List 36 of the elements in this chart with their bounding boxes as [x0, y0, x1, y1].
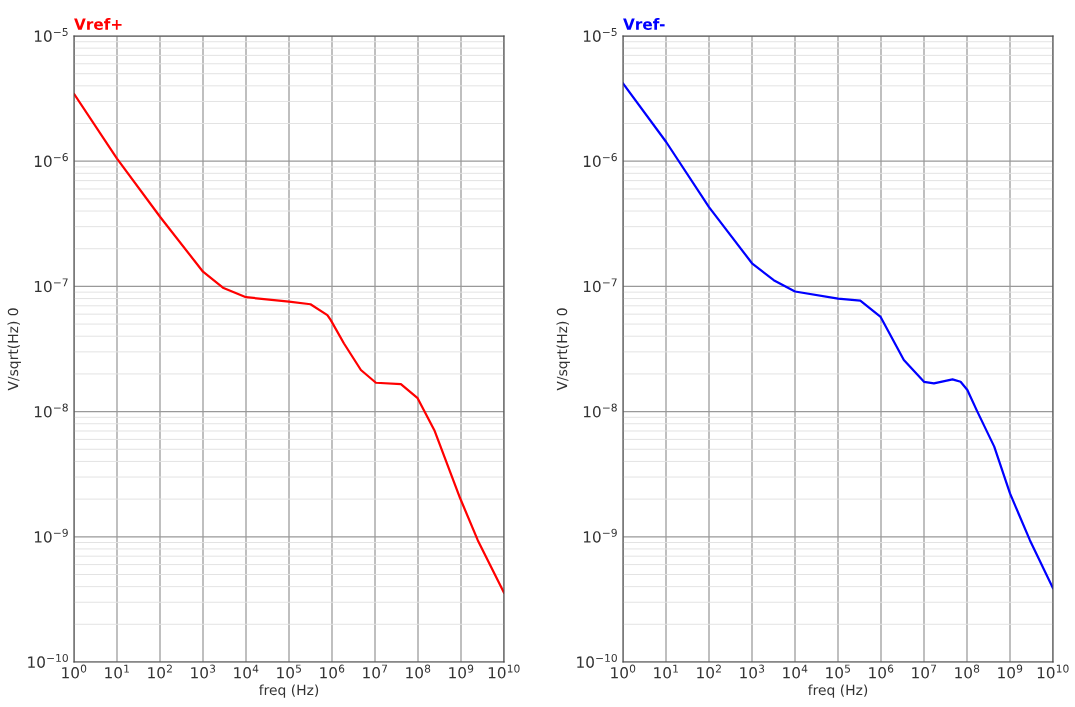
y-tick-label: 10$^{−5}$ [583, 28, 617, 42]
x-axis-title: freq (Hz) [259, 684, 319, 698]
text: Vref+ [74, 18, 122, 30]
x-tick-label: 10$^{7}$ [363, 664, 388, 679]
y-tick-label: 10$^{−5}$ [34, 28, 68, 42]
x-tick-label: 10$^{1}$ [654, 664, 678, 679]
x-tick-label: 10$^{1}$ [105, 664, 129, 679]
y-axis-title: V/sqrt(Hz) 0 [556, 308, 570, 391]
y-tick-label: 10$^{−9}$ [34, 528, 68, 543]
y-tick-label: 10$^{−6}$ [34, 153, 68, 168]
x-tick-label: 10$^{9}$ [998, 664, 1023, 679]
x-axis-title: freq (Hz) [808, 684, 868, 698]
x-tick-label: 10$^{6}$ [320, 664, 345, 679]
x-tick-label: 10$^{4}$ [783, 664, 808, 679]
y-tick-label: 10$^{−8}$ [34, 403, 68, 418]
x-tick-label: 10$^{8}$ [406, 664, 431, 679]
x-tick-label: 10$^{2}$ [148, 664, 172, 679]
y-tick-label: 10$^{−7}$ [34, 278, 68, 293]
y-tick-label: 10$^{−6}$ [583, 153, 617, 168]
y-tick-label: 10$^{−8}$ [583, 403, 617, 418]
x-tick-label: 10$^{4}$ [234, 664, 259, 679]
y-axis-title: V/sqrt(Hz) 0 [7, 308, 21, 391]
x-tick-label: 10$^{8}$ [955, 664, 980, 679]
x-tick-label: 10$^{5}$ [826, 664, 851, 679]
x-tick-label: 10$^{6}$ [869, 664, 894, 679]
x-tick-label: 10$^{10}$ [1037, 664, 1069, 679]
text: Vref- [623, 18, 665, 30]
x-tick-label: 10$^{3}$ [191, 664, 216, 679]
x-tick-label: 10$^{9}$ [449, 664, 474, 679]
y-tick-label: 10$^{−9}$ [583, 528, 617, 543]
x-tick-label: 10$^{5}$ [277, 664, 302, 679]
x-tick-label: 10$^{3}$ [740, 664, 765, 679]
x-tick-label: 10$^{2}$ [697, 664, 721, 679]
x-tick-label: 10$^{10}$ [488, 664, 520, 679]
x-tick-label: 10$^{7}$ [912, 664, 937, 679]
y-tick-label: 10$^{−7}$ [583, 278, 617, 293]
